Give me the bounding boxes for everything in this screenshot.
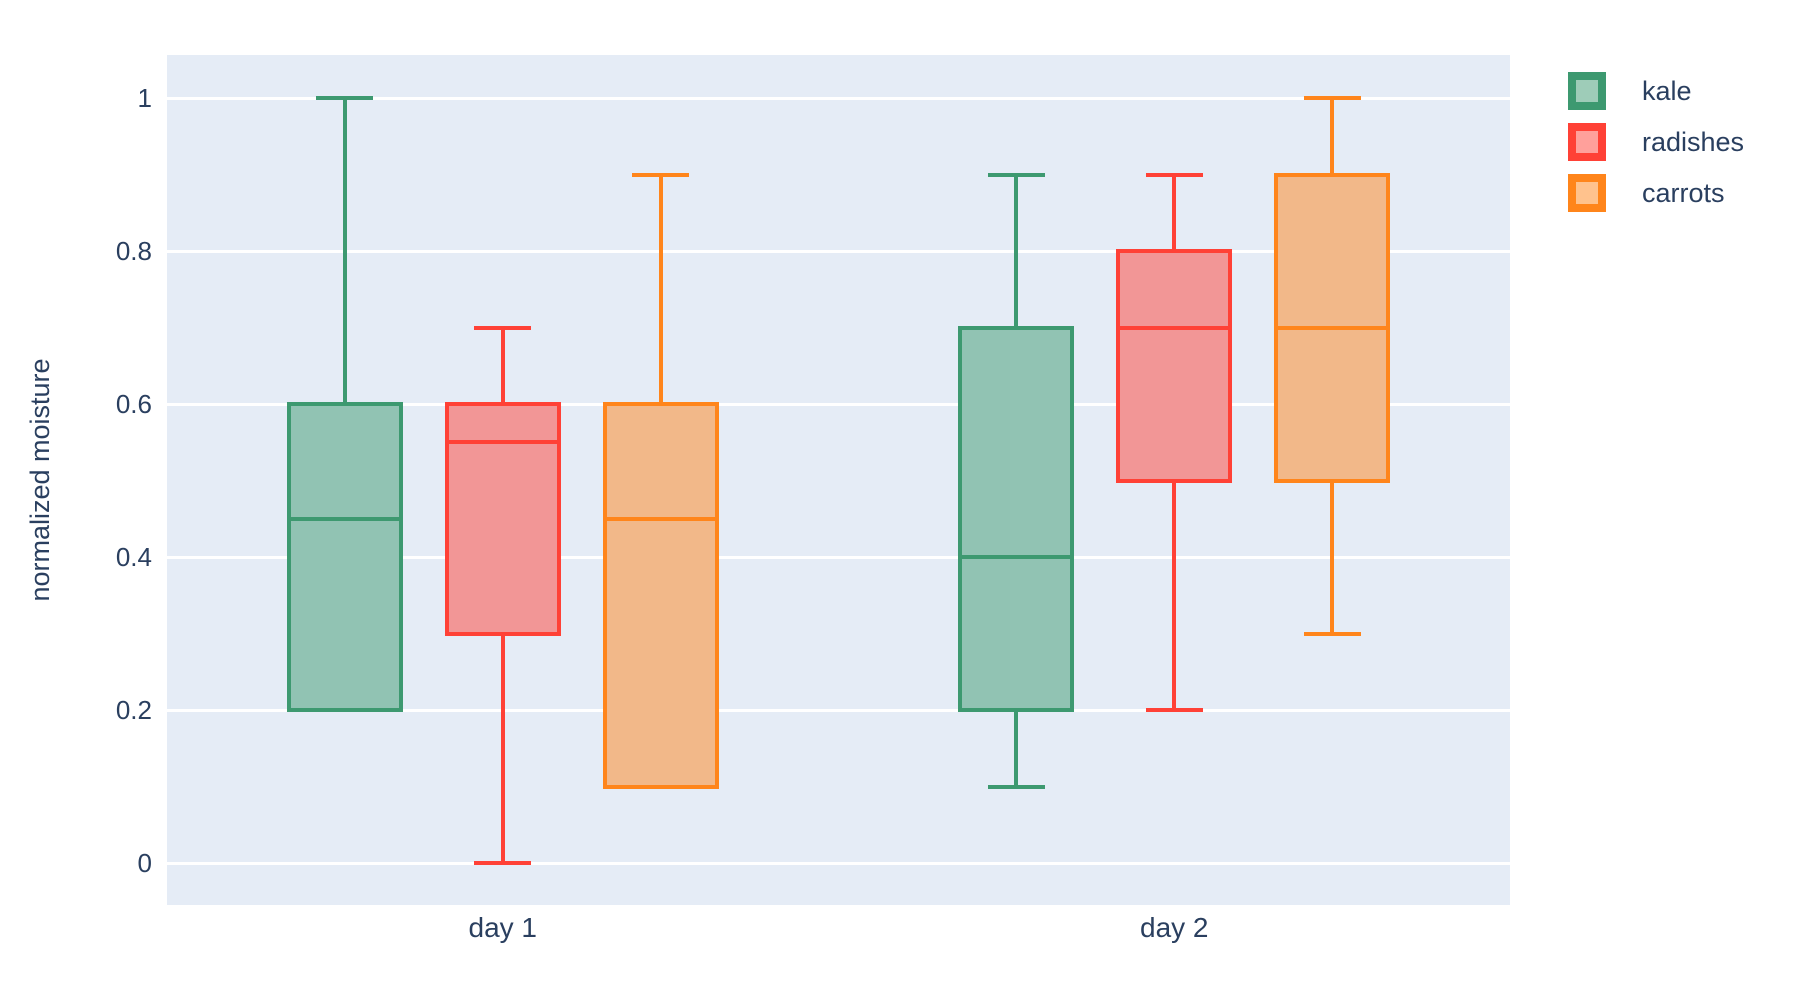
y-axis-title: normalized moisture xyxy=(25,358,55,602)
whisker-cap-min-radishes-day-2 xyxy=(1145,708,1203,712)
y-tick-label-1: 1 xyxy=(137,83,152,113)
legend-swatch-radishes-icon xyxy=(1568,123,1606,161)
box-carrots-day-2[interactable] xyxy=(1274,172,1391,483)
median-kale-day-1 xyxy=(290,516,399,521)
median-carrots-day-2 xyxy=(1278,325,1387,330)
whisker-lower-carrots-day-2 xyxy=(1330,480,1335,634)
median-carrots-day-1 xyxy=(606,516,715,521)
gridline-y-0.2 xyxy=(167,708,1510,712)
whisker-upper-radishes-day-1 xyxy=(500,327,505,404)
x-tick-label-day-1: day 1 xyxy=(468,912,538,943)
whisker-upper-kale-day-1 xyxy=(342,98,347,404)
gridline-y-1 xyxy=(167,96,1510,100)
whisker-cap-max-radishes-day-2 xyxy=(1145,172,1203,177)
plot-area xyxy=(167,55,1510,905)
y-tick-label-0.4: 0.4 xyxy=(115,542,152,572)
legend-label-kale: kale xyxy=(1642,76,1692,106)
median-radishes-day-1 xyxy=(448,440,557,445)
whisker-lower-kale-day-2 xyxy=(1014,710,1019,787)
legend: kale radishes carrots xyxy=(1568,72,1744,225)
box-carrots-day-1[interactable] xyxy=(602,402,719,789)
whisker-cap-max-kale-day-2 xyxy=(987,172,1045,177)
box-kale-day-2[interactable] xyxy=(958,325,1075,712)
gridline-y-0.8 xyxy=(167,249,1510,253)
whisker-cap-max-radishes-day-1 xyxy=(474,325,532,330)
whisker-cap-min-radishes-day-1 xyxy=(474,861,532,865)
gridline-y-0.6 xyxy=(167,402,1510,406)
median-kale-day-2 xyxy=(962,555,1071,559)
legend-label-carrots: carrots xyxy=(1642,178,1725,208)
legend-swatch-carrots-icon xyxy=(1568,174,1606,212)
gridline-y-0.4 xyxy=(167,555,1510,559)
y-tick-label-0.8: 0.8 xyxy=(115,236,152,266)
whisker-cap-max-carrots-day-1 xyxy=(632,172,690,177)
box-radishes-day-2[interactable] xyxy=(1116,249,1233,483)
whisker-cap-max-carrots-day-2 xyxy=(1303,96,1361,100)
whisker-lower-radishes-day-1 xyxy=(500,633,505,863)
y-tick-label-0: 0 xyxy=(137,848,152,878)
legend-label-radishes: radishes xyxy=(1642,127,1745,157)
y-tick-label-0.2: 0.2 xyxy=(115,695,152,725)
box-kale-day-1[interactable] xyxy=(286,402,403,712)
legend-item-kale[interactable]: kale xyxy=(1568,72,1744,110)
whisker-upper-radishes-day-2 xyxy=(1172,174,1177,251)
gridline-y-0 xyxy=(167,861,1510,865)
whisker-lower-radishes-day-2 xyxy=(1172,480,1177,710)
legend-item-radishes[interactable]: radishes xyxy=(1568,123,1744,161)
legend-swatch-kale-icon xyxy=(1568,72,1606,110)
whisker-cap-max-kale-day-1 xyxy=(316,96,374,100)
x-tick-label-day-2: day 2 xyxy=(1140,912,1209,943)
y-tick-label-0.6: 0.6 xyxy=(115,389,152,419)
whisker-upper-carrots-day-2 xyxy=(1330,98,1335,175)
whisker-upper-carrots-day-1 xyxy=(658,174,663,404)
whisker-cap-min-kale-day-2 xyxy=(987,784,1045,789)
whisker-cap-min-carrots-day-2 xyxy=(1303,631,1361,636)
legend-item-carrots[interactable]: carrots xyxy=(1568,174,1744,212)
whisker-upper-kale-day-2 xyxy=(1014,174,1019,328)
median-radishes-day-2 xyxy=(1120,325,1229,330)
box-radishes-day-1[interactable] xyxy=(444,402,561,636)
